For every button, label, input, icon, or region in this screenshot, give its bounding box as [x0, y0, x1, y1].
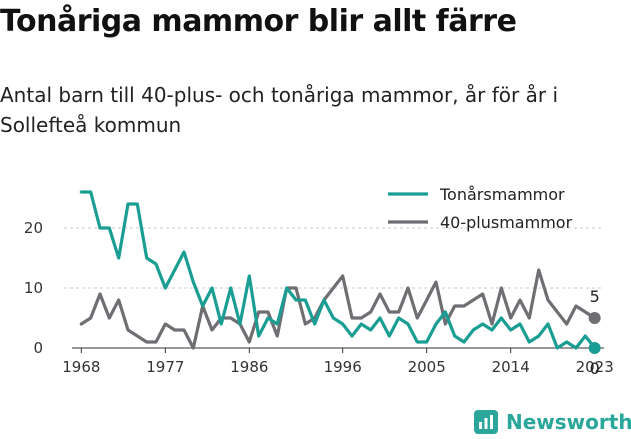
x-tick-label: 1977 — [146, 358, 184, 376]
x-tick-label: 1986 — [230, 358, 268, 376]
x-tick-label: 2023 — [576, 358, 614, 376]
x-tick-label: 2005 — [408, 358, 446, 376]
y-tick-label: 10 — [24, 279, 43, 297]
newsworthy-logo: Newsworthy — [474, 406, 631, 438]
y-tick-label: 0 — [33, 339, 43, 357]
end-marker-tonarsmammor — [588, 342, 601, 354]
y-tick-label: 20 — [24, 219, 43, 237]
end-marker-40-plusmammor — [588, 312, 601, 324]
series-line-tonarsmammor — [79, 190, 597, 350]
newsworthy-logo-icon — [474, 410, 498, 434]
x-tick-label: 1968 — [62, 358, 100, 376]
chart-subtitle: Antal barn till 40-plus- och tonåriga ma… — [0, 83, 559, 137]
series-line-40-plusmammor — [79, 268, 597, 350]
chart-title: Tonåriga mammor blir allt färre — [0, 4, 517, 39]
x-tick-label: 2014 — [492, 358, 530, 376]
legend-label-40-plusmammor: 40-plusmammor — [440, 213, 573, 232]
end-label-tonarsmammor: 0 — [590, 359, 600, 378]
legend-label-tonarsmammor: Tonårsmammor — [439, 185, 565, 204]
line-chart: 0 10 20 1968 1977 1986 1996 2005 2014 2023 Tonårs… — [24, 185, 614, 378]
x-tick-label: 1996 — [324, 358, 362, 376]
brand-name: Newsworthy — [506, 410, 631, 434]
end-label-40-plusmammor: 5 — [590, 287, 600, 306]
